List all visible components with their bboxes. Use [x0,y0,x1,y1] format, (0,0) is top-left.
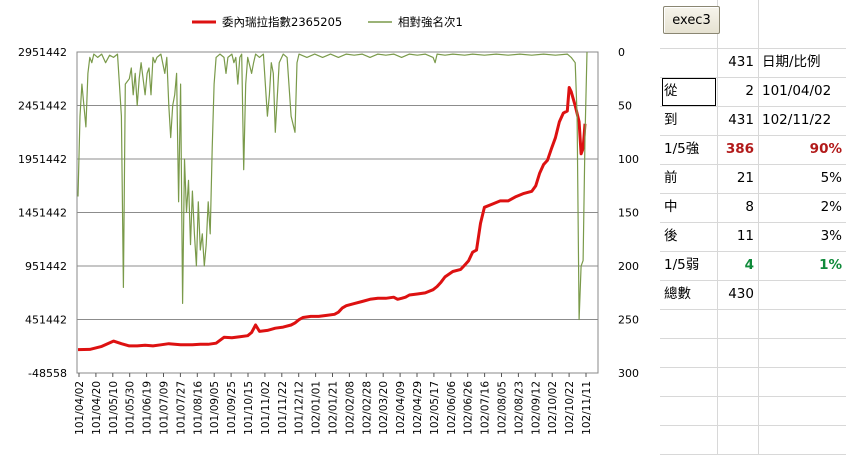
x-tick-label: 102/11/11 [581,381,593,435]
rank-series-line [77,51,588,321]
x-tick-label: 101/11/22 [277,381,289,435]
row-extra-cell: 3% [820,228,842,244]
x-tick-label: 101/09/25 [226,381,238,435]
x-tick-label: 101/10/15 [243,381,255,435]
row-value-cell: 8 [745,199,754,215]
row-value-cell: 430 [728,286,754,302]
row-label-cell: 1/5強 [664,141,700,157]
x-tick-label: 101/08/16 [192,381,204,435]
exec-button[interactable]: exec3 [663,6,720,34]
row-extra-cell: 1% [819,257,842,273]
x-tick-label: 102/06/26 [463,381,475,435]
grid-row-line [660,193,846,194]
grid-row-line [660,251,846,252]
x-tick-label: 101/04/20 [91,381,103,435]
grid-row-line [660,135,846,136]
row-label-cell: 1/5弱 [664,257,700,273]
x-tick-label: 101/12/12 [294,381,306,435]
y-right-tick-label: 200 [618,260,639,273]
x-tick-label: 102/08/23 [513,381,525,435]
grid-row-line [660,77,846,78]
grid-column-line [717,0,718,455]
grid-row-line [660,309,846,310]
row-label-cell: 後 [664,228,678,244]
y-left-tick-label: 1951442 [18,153,67,166]
grid-row-line [660,280,846,281]
legend-index-label: 委內瑞拉指數2365205 [222,15,342,29]
header-count-cell: 431 [728,54,754,70]
row-value-cell: 431 [728,112,754,128]
grid-row-line [660,338,846,339]
row-extra-cell: 2% [820,199,842,215]
y-right-tick-label: 0 [618,46,625,59]
x-tick-label: 102/01/21 [328,381,340,435]
row-label-cell: 從 [664,83,678,99]
y-left-tick-label: 1451442 [18,207,67,220]
row-value-cell: 386 [725,141,754,157]
grid-row-line [660,396,846,397]
row-extra-cell: 5% [820,170,842,186]
chart-area: 2951442 2451442 1951442 1451442 951442 451442… [18,15,639,435]
x-tick-label: 102/02/08 [344,381,356,435]
row-label-cell: 到 [664,112,678,128]
x-tick-label: 102/01/01 [311,381,323,435]
x-tick-label: 101/07/09 [159,381,171,435]
x-tick-label: 102/05/17 [429,381,441,435]
grid-row-line [660,425,846,426]
x-tick-label: 101/04/02 [74,381,86,435]
y-right-tick-label: 50 [618,100,632,113]
row-value-cell: 11 [736,228,754,244]
row-label-cell: 中 [664,199,678,215]
spreadsheet-grid: 431 日期/比例從 2 101/04/02 到 431 102/11/22 1/5強 386 9… [660,0,846,455]
y-left-tick-label: 2451442 [18,100,67,113]
row-extra-cell: 101/04/02 [762,83,832,99]
y-right-tick-label: 250 [618,314,639,327]
grid-row-line [660,48,846,49]
y-right-tick-label: 150 [618,207,639,220]
x-tick-label: 102/04/09 [395,381,407,435]
x-tick-label: 101/11/02 [260,381,272,435]
row-label-cell: 總數 [664,286,691,302]
x-tick-label: 101/09/05 [209,381,221,435]
y-left-tick-label: 951442 [25,260,67,273]
row-extra-cell: 102/11/22 [762,112,832,128]
header-label-cell: 日期/比例 [762,54,821,70]
grid-row-line [660,367,846,368]
y-left-tick-label: 451442 [25,314,67,327]
x-tick-label: 102/02/28 [361,381,373,435]
row-extra-cell: 90% [809,141,842,157]
x-tick-label: 102/03/20 [378,381,390,435]
x-tick-label: 102/08/05 [497,381,509,435]
x-tick-label: 101/05/30 [125,381,137,435]
x-tick-label: 102/10/22 [564,381,576,435]
row-value-cell: 2 [745,83,754,99]
y-right-tick-label: 100 [618,153,639,166]
x-tick-label: 101/05/10 [108,381,120,435]
x-tick-label: 102/09/12 [530,381,542,435]
selected-cell[interactable] [662,78,716,106]
x-tick-label: 101/07/27 [175,381,187,435]
row-value-cell: 21 [736,170,754,186]
y-left-tick-label: 2951442 [18,46,67,59]
x-tick-label: 102/07/16 [480,381,492,435]
x-tick-label: 102/06/06 [446,381,458,435]
grid-row-line [660,164,846,165]
y-right-tick-label: 300 [618,367,639,380]
grid-row-line [660,106,846,107]
x-tick-label: 102/10/02 [547,381,559,435]
grid-column-line [758,0,759,455]
legend-rank-label: 相對強名次1 [398,15,463,29]
line-chart: 2951442 2451442 1951442 1451442 951442 451442… [18,15,639,435]
y-left-tick-label: -48558 [28,367,67,380]
index-series-line [77,86,587,352]
x-tick-label: 101/06/19 [142,381,154,435]
grid-row-line [660,222,846,223]
row-label-cell: 前 [664,170,678,186]
row-value-cell: 4 [744,257,754,273]
x-tick-label: 102/04/29 [412,381,424,435]
